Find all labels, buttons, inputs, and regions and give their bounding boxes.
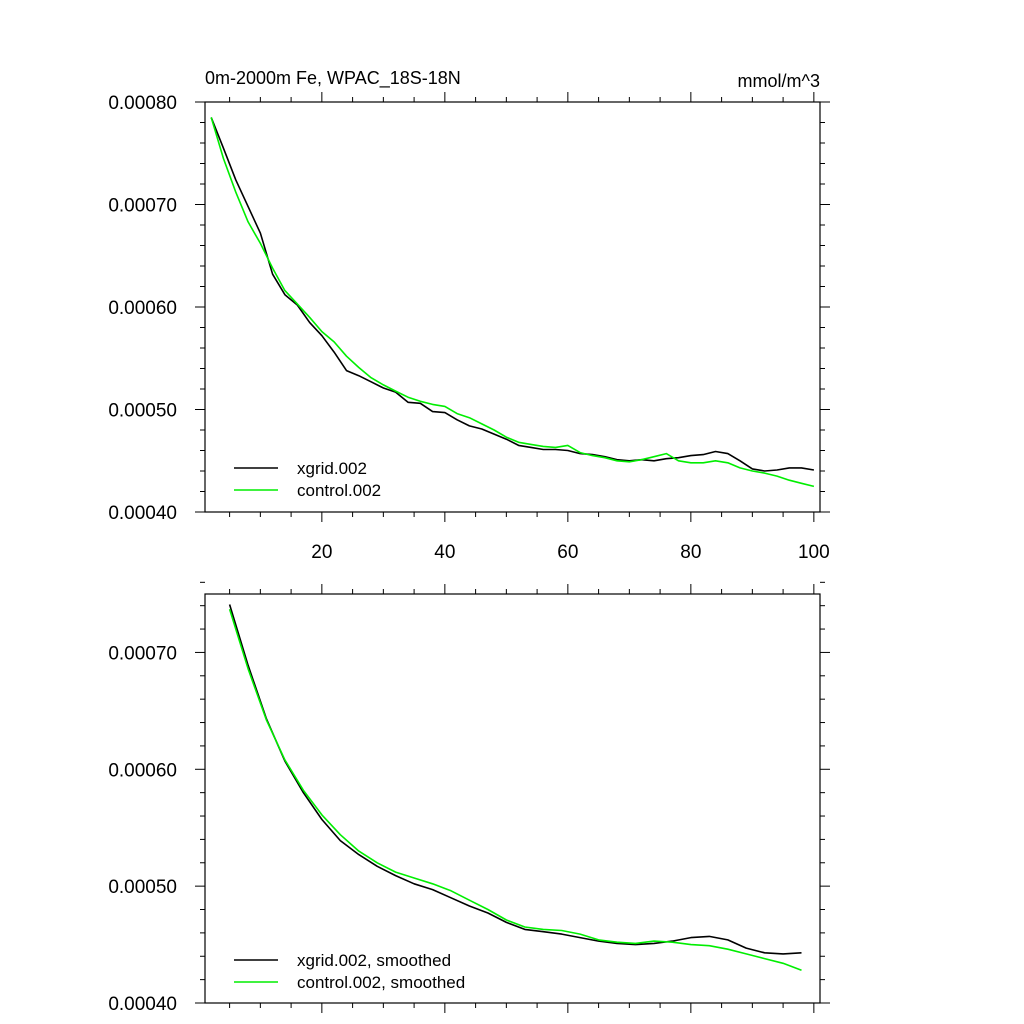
chart-2-legend-label: xgrid.002, smoothed (297, 951, 451, 970)
chart-1-units-label: mmol/m^3 (738, 71, 820, 91)
chart-1-y-tick-label: 0.00040 (108, 503, 177, 524)
chart-2-y-tick-label: 0.00060 (108, 760, 177, 781)
chart-1-legend-label: control.002 (297, 481, 381, 500)
chart-1-series-xgrid-line (210, 117, 815, 472)
chart-2-y-tick-label: 0.00040 (108, 994, 177, 1015)
chart-2-y-tick-label: 0.00070 (108, 643, 177, 664)
chart-1-legend-label: xgrid.002 (297, 459, 367, 478)
chart-1-x-tick-label: 60 (557, 542, 578, 563)
chart-1-plot-frame (204, 101, 821, 513)
chart-1-x-tick-label: 80 (680, 542, 701, 563)
chart-1-x-tick-label: 100 (798, 542, 830, 563)
chart-1-x-tick-label: 40 (434, 542, 455, 563)
chart-2-series-control-line (228, 608, 802, 972)
chart-panel-bottom: 0.00040 0.00050 0.00060 0.00070 xgrid.002, s… (108, 581, 830, 1015)
chart-1-y-tick-label: 0.00050 (108, 401, 177, 422)
chart-1-x-tick-label: 20 (311, 542, 332, 563)
chart-1-title: 0m-2000m Fe, WPAC_18S-18N (205, 68, 461, 89)
chart-1-y-tick-label: 0.00080 (108, 93, 177, 114)
chart-panel-top: 20 40 60 80 100 0.00040 0.00050 0.00060 0.00070 0… (108, 68, 830, 563)
chart-2-series-xgrid-line (228, 604, 802, 955)
chart-2-legend-label: control.002, smoothed (297, 973, 465, 992)
chart-1-series-control-line (210, 117, 815, 488)
chart-1-y-tick-label: 0.00060 (108, 298, 177, 319)
chart-2-plot-frame (204, 593, 821, 1004)
chart-1-y-tick-label: 0.00070 (108, 196, 177, 217)
chart-2-y-tick-label: 0.00050 (108, 877, 177, 898)
